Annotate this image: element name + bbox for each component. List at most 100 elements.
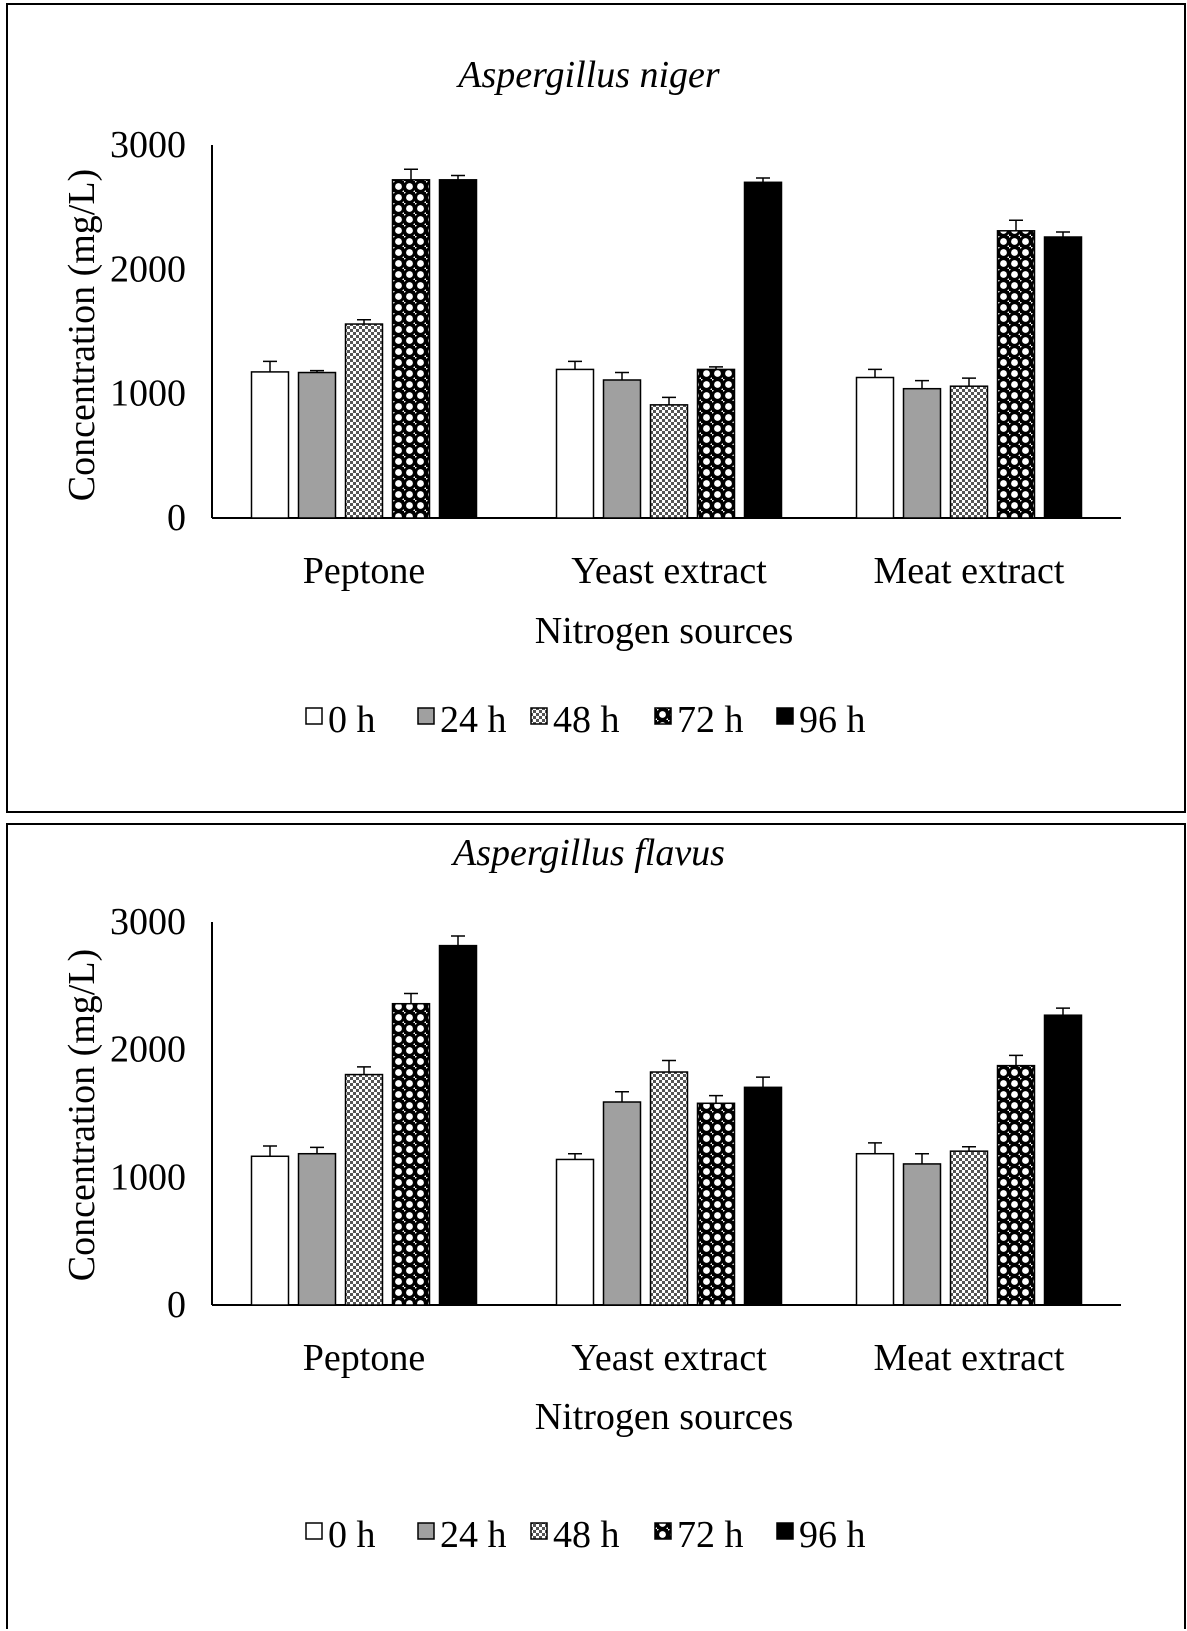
bar-72h-peptone — [391, 1002, 431, 1306]
error-bar — [615, 371, 629, 380]
x-category-label: Yeast extract — [571, 1337, 767, 1379]
legend-label: 96 h — [799, 699, 866, 741]
error-bar — [404, 992, 418, 1004]
error-bar — [662, 396, 676, 405]
error-bar — [568, 1152, 582, 1160]
y-tick-label: 0 — [167, 1284, 186, 1326]
legend-swatch — [776, 1522, 794, 1540]
legend-swatch — [654, 707, 672, 725]
bar-72h-yeast-extract — [696, 368, 736, 519]
bar-96h-peptone — [438, 179, 478, 519]
error-bar — [1009, 1054, 1023, 1066]
y-tick-label: 0 — [167, 497, 186, 539]
y-tick-label: 2000 — [110, 248, 186, 290]
legend-swatch — [530, 707, 548, 725]
error-bar — [709, 366, 723, 370]
x-category-label: Peptone — [303, 550, 425, 592]
error-bar — [915, 379, 929, 389]
legend-swatch — [654, 1522, 672, 1540]
y-axis-title: Concentration (mg/L) — [61, 949, 103, 1281]
bar-0h-meat-extract — [855, 376, 895, 519]
error-bar — [662, 1059, 676, 1073]
error-bar — [962, 1145, 976, 1152]
bar-48h-yeast-extract — [649, 404, 689, 519]
y-tick-label: 1000 — [110, 373, 186, 415]
bar-96h-peptone — [438, 944, 478, 1306]
bar-96h-yeast-extract — [743, 1086, 783, 1306]
bar-0h-meat-extract — [855, 1152, 895, 1306]
legend-swatch — [776, 707, 794, 725]
bar-96h-yeast-extract — [743, 181, 783, 519]
error-bar — [962, 377, 976, 387]
error-bar — [310, 369, 324, 373]
bar-24h-yeast-extract — [602, 379, 642, 519]
x-category-label: Yeast extract — [571, 550, 767, 592]
bar-48h-meat-extract — [949, 1150, 989, 1306]
legend-label: 24 h — [440, 1514, 507, 1556]
legend-label: 48 h — [553, 1514, 620, 1556]
bar-0h-peptone — [250, 371, 290, 519]
legend-label: 0 h — [328, 1514, 376, 1556]
error-bar — [1056, 1007, 1070, 1016]
bar-72h-peptone — [391, 179, 431, 519]
bar-24h-yeast-extract — [602, 1101, 642, 1306]
error-bar — [310, 1146, 324, 1154]
bar-0h-yeast-extract — [555, 1158, 595, 1306]
error-bar — [709, 1094, 723, 1104]
legend-swatch — [305, 1522, 323, 1540]
bar-24h-meat-extract — [902, 387, 942, 519]
y-tick-label: 3000 — [110, 901, 186, 943]
bar-chart-0: Aspergillus niger Concentration (mg/L) N… — [61, 54, 1121, 741]
error-bar — [868, 1142, 882, 1154]
x-category-label: Meat extract — [874, 1337, 1065, 1379]
error-bar — [357, 318, 371, 325]
bar-48h-meat-extract — [949, 385, 989, 519]
legend-label: 72 h — [677, 699, 744, 741]
bar-72h-meat-extract — [996, 1064, 1036, 1306]
bar-chart-1: Aspergillus flavus Concentration (mg/L) … — [61, 832, 1121, 1556]
error-bar — [868, 368, 882, 378]
bar-24h-peptone — [297, 371, 337, 519]
bar-0h-yeast-extract — [555, 368, 595, 519]
x-axis-title: Nitrogen sources — [535, 1396, 794, 1438]
bar-96h-meat-extract — [1043, 1014, 1083, 1306]
bar-24h-peptone — [297, 1152, 337, 1306]
legend-label: 0 h — [328, 699, 376, 741]
error-bar — [451, 935, 465, 946]
legend-swatch — [417, 707, 435, 725]
legend-label: 24 h — [440, 699, 507, 741]
bar-48h-peptone — [344, 1073, 384, 1306]
legend-label: 72 h — [677, 1514, 744, 1556]
bar-96h-meat-extract — [1043, 236, 1083, 519]
error-bar — [756, 1076, 770, 1088]
y-tick-label: 3000 — [110, 124, 186, 166]
error-bar — [1056, 231, 1070, 238]
legend-label: 48 h — [553, 699, 620, 741]
bar-0h-peptone — [250, 1155, 290, 1306]
error-bar — [756, 177, 770, 183]
error-bar — [1009, 219, 1023, 231]
chart-title: Aspergillus flavus — [450, 832, 725, 874]
x-category-label: Peptone — [303, 1337, 425, 1379]
error-bar — [451, 174, 465, 180]
bar-48h-yeast-extract — [649, 1071, 689, 1306]
chart-panel-aspergillus-niger: Aspergillus niger Concentration (mg/L) N… — [6, 3, 1186, 813]
error-bar — [404, 168, 418, 180]
y-axis-title: Concentration (mg/L) — [61, 169, 103, 501]
error-bar — [357, 1066, 371, 1075]
chart-panel-aspergillus-flavus: Aspergillus flavus Concentration (mg/L) … — [6, 823, 1186, 1629]
error-bar — [568, 360, 582, 370]
x-category-label: Meat extract — [874, 550, 1065, 592]
error-bar — [915, 1152, 929, 1164]
legend-swatch — [417, 1522, 435, 1540]
legend-swatch — [530, 1522, 548, 1540]
legend-swatch — [305, 707, 323, 725]
bar-24h-meat-extract — [902, 1163, 942, 1306]
y-tick-label: 2000 — [110, 1029, 186, 1071]
error-bar — [615, 1091, 629, 1103]
legend-label: 96 h — [799, 1514, 866, 1556]
x-axis-title: Nitrogen sources — [535, 610, 794, 652]
bar-48h-peptone — [344, 323, 384, 519]
y-tick-label: 1000 — [110, 1156, 186, 1198]
bar-72h-meat-extract — [996, 230, 1036, 519]
